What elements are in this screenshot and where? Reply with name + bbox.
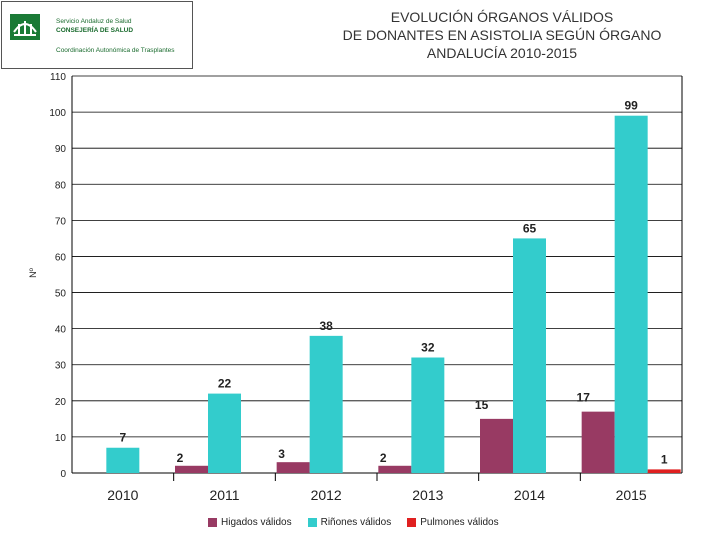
y-tick-label-20: 20 xyxy=(55,397,67,408)
data-label-pulmones-2015: 1 xyxy=(661,452,668,466)
data-label-higados-2013: 2 xyxy=(380,451,387,465)
legend-swatch-rinones xyxy=(307,518,317,527)
x-tick-label-2014: 2014 xyxy=(514,487,545,503)
y-tick-label-30: 30 xyxy=(55,361,67,372)
y-tick-label-80: 80 xyxy=(55,180,67,191)
data-label-higados-2012: 3 xyxy=(278,447,285,461)
x-tick-label-2012: 2012 xyxy=(311,487,342,503)
x-tick-label-2010: 2010 xyxy=(107,487,138,503)
bar-riñones-2010 xyxy=(106,447,140,473)
x-tick-label-2015: 2015 xyxy=(616,487,647,503)
bar-higados-2013 xyxy=(378,465,412,473)
y-tick-label-110: 110 xyxy=(50,72,66,83)
bar-riñones-2011 xyxy=(208,393,241,473)
y-tick-label-0: 0 xyxy=(60,469,66,480)
data-label-higados-2014: 15 xyxy=(475,398,489,412)
data-label-higados-2015: 17 xyxy=(577,391,591,405)
data-label-riñones-2010: 7 xyxy=(119,431,126,445)
bar-riñones-2015 xyxy=(614,115,648,473)
data-label-riñones-2012: 38 xyxy=(319,319,333,333)
chart-title-line-1: EVOLUCIÓN ÓRGANOS VÁLIDOS xyxy=(390,9,614,25)
y-tick-label-70: 70 xyxy=(55,216,67,227)
junta-andalucia-emblem-icon xyxy=(10,14,40,40)
chart-title-line-2: DE DONANTES EN ASISTOLIA SEGÚN ÓRGANO xyxy=(342,27,662,43)
legend-item-rinones: Riñones válidos xyxy=(307,517,392,528)
x-tick-label-2013: 2013 xyxy=(412,487,443,503)
chart-title-line-3: ANDALUCÍA 2010-2015 xyxy=(426,45,578,61)
y-tick-label-50: 50 xyxy=(55,289,67,300)
logo-box: Servicio Andaluz de Salud CONSEJERÍA DE … xyxy=(1,1,193,69)
bar-riñones-2013 xyxy=(411,357,445,473)
y-tick-label-10: 10 xyxy=(55,433,67,444)
legend-item-higados: Higados válidos xyxy=(208,517,292,528)
legend-item-pulmones: Pulmones válidos xyxy=(407,517,499,528)
bar-higados-2014 xyxy=(480,418,513,473)
y-tick-label-90: 90 xyxy=(55,144,67,155)
bar-pulmones-2015 xyxy=(647,469,681,473)
logo-text-sas: Servicio Andaluz de Salud xyxy=(56,18,132,25)
data-label-riñones-2014: 65 xyxy=(523,221,537,235)
logo-text-coordinacion: Coordinación Autonómica de Trasplantes xyxy=(56,47,175,54)
y-tick-label-100: 100 xyxy=(49,108,66,119)
logo-text-consejeria: CONSEJERÍA DE SALUD xyxy=(56,27,134,34)
bar-higados-2012 xyxy=(276,462,310,473)
data-label-riñones-2013: 32 xyxy=(421,341,435,355)
y-axis-label: Nº xyxy=(28,267,38,277)
bar-riñones-2012 xyxy=(309,335,343,473)
bar-higados-2015 xyxy=(581,411,615,473)
data-label-riñones-2015: 99 xyxy=(624,99,638,113)
legend-label-pulmones: Pulmones válidos xyxy=(420,517,499,528)
legend-swatch-pulmones xyxy=(407,518,417,527)
chart-legend: Higados válidos Riñones válidos Pulmones… xyxy=(208,517,499,528)
y-tick-label-40: 40 xyxy=(55,325,67,336)
y-tick-label-60: 60 xyxy=(55,252,67,263)
x-tick-label-2011: 2011 xyxy=(209,487,239,503)
legend-label-rinones: Riñones válidos xyxy=(320,517,392,528)
data-label-riñones-2011: 22 xyxy=(218,377,232,391)
bar-riñones-2014 xyxy=(513,238,546,473)
legend-swatch-higados xyxy=(208,518,217,527)
chart-title: EVOLUCIÓN ÓRGANOS VÁLIDOS DE DONANTES EN… xyxy=(300,8,704,62)
bar-higados-2011 xyxy=(175,465,208,473)
legend-label-higados: Higados válidos xyxy=(221,517,292,528)
data-label-higados-2011: 2 xyxy=(177,451,184,465)
